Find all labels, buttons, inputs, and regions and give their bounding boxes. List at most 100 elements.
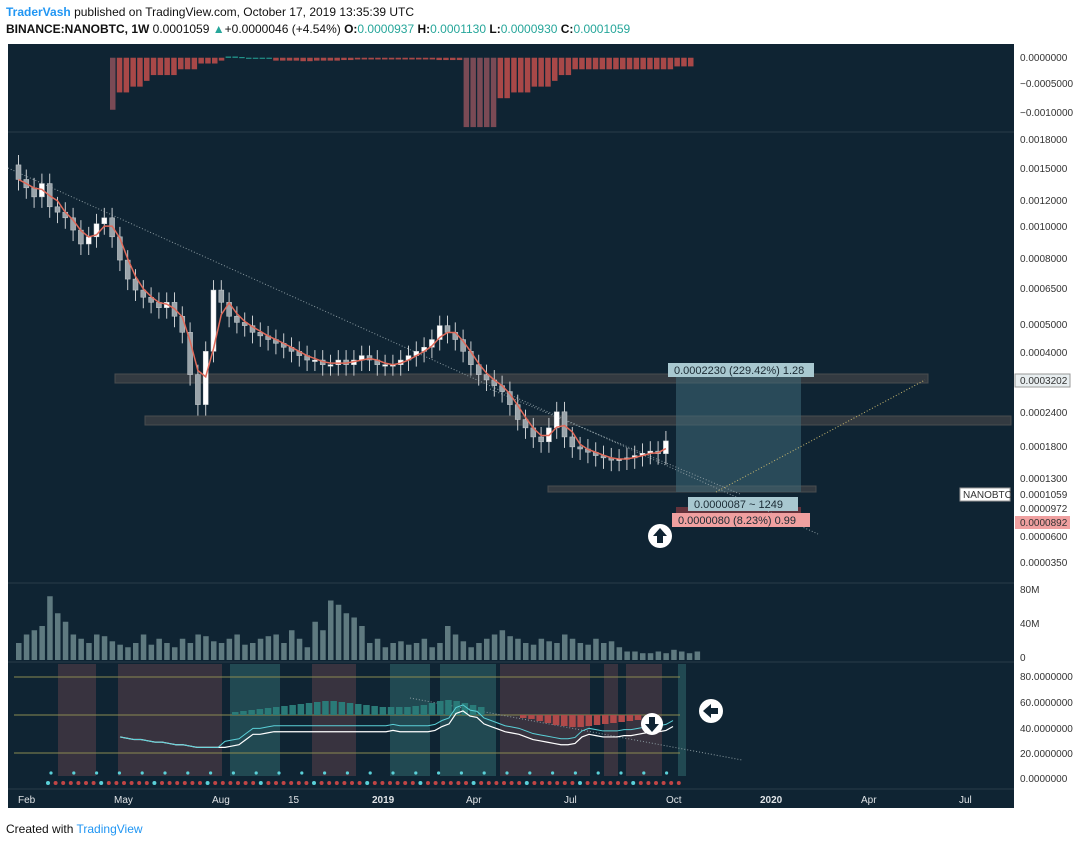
svg-text:0.0000000: 0.0000000 (1020, 774, 1068, 785)
candle-body (444, 325, 451, 333)
candle-body (312, 359, 318, 362)
top-oscillator-bars (110, 56, 694, 128)
osc-hist-bar (420, 705, 428, 715)
osc-trend-line (409, 697, 743, 761)
top-osc-bar (252, 57, 259, 59)
top-osc-bar (674, 57, 680, 67)
stop-label: 0.0000080 (8.23%) 0.99 (678, 515, 796, 527)
top-osc-bar (300, 57, 306, 62)
open-label: O: (344, 22, 358, 36)
candle-body (561, 411, 568, 438)
volume-bar (273, 634, 279, 660)
oscillator-histogram (232, 700, 642, 727)
candle-body (218, 289, 225, 303)
osc-dot (99, 781, 104, 785)
tradingview-logo-text[interactable]: TradingView (76, 822, 143, 836)
osc-dot (471, 781, 476, 785)
svg-text:May: May (114, 795, 133, 806)
top-osc-bar (626, 57, 633, 70)
osc-dot (274, 781, 278, 785)
osc-dot (46, 781, 50, 785)
osc-dot (562, 781, 567, 785)
volume-bar (343, 613, 350, 660)
svg-text:2019: 2019 (372, 795, 395, 806)
top-osc-bar (402, 57, 408, 60)
candle-body (553, 411, 560, 429)
osc-dot (186, 771, 190, 775)
close-label: C: (560, 22, 574, 36)
volume-bar (140, 634, 147, 660)
top-osc-bar (130, 57, 136, 87)
osc-hist-bar (585, 715, 593, 726)
osc-dot (243, 781, 248, 785)
oscillator-bands (58, 664, 686, 776)
top-osc-bar (422, 57, 429, 60)
osc-dot (547, 781, 552, 785)
volume-bar (16, 643, 22, 660)
osc-hist-bar (544, 715, 552, 723)
candle-body (187, 332, 193, 375)
top-osc-bar (327, 57, 334, 61)
top-osc-scale: 0.0000000 −0.0005000 −0.0010000 (1020, 53, 1074, 119)
svg-text:Feb: Feb (18, 795, 36, 806)
osc-dot (342, 781, 347, 785)
osc-hist-bar (330, 701, 337, 715)
volume-bar (538, 638, 545, 660)
volume-bar (148, 644, 155, 660)
volume-bar (382, 647, 389, 660)
osc-dot (129, 781, 134, 785)
svg-text:Apr: Apr (466, 795, 482, 806)
volume-bar (413, 643, 420, 660)
osc-dot (517, 781, 522, 785)
osc-dot (665, 771, 669, 775)
top-osc-bar (477, 57, 483, 128)
osc-dot (368, 771, 372, 775)
top-osc-bar (606, 57, 612, 70)
time-axis: Feb May Aug 15 2019 Apr Jul Oct 2020 Apr… (18, 795, 972, 806)
volume-bar (265, 636, 272, 660)
top-osc-bar (198, 57, 204, 64)
candle-body (140, 289, 147, 298)
top-osc-bar (382, 57, 388, 60)
author-link[interactable]: TraderVash (6, 5, 71, 19)
osc-dot (646, 781, 651, 785)
osc-dot (642, 771, 646, 775)
osc-hist-bar (610, 715, 617, 723)
osc-hist-bar (602, 715, 609, 724)
volume-bar (476, 643, 482, 660)
osc-hist-bar (264, 708, 272, 715)
osc-dot (236, 781, 240, 785)
top-osc-bar (620, 57, 626, 70)
osc-dot (532, 781, 537, 785)
up-arrow-icon: ▲ (212, 22, 225, 36)
osc-dot (433, 781, 438, 785)
volume-bar (608, 641, 615, 660)
top-osc-bar (579, 57, 585, 70)
osc-dot (228, 781, 233, 785)
down-arrow-icon (641, 713, 663, 735)
entry-label: 0.0000087 ~ 1249 (694, 499, 783, 511)
volume-bar (640, 653, 646, 660)
volume-bar (686, 653, 693, 660)
osc-dot (68, 781, 73, 785)
osc-hist-bar (355, 704, 362, 715)
osc-dot (616, 781, 620, 785)
osc-dot (654, 781, 658, 785)
top-osc-bar (388, 57, 395, 60)
volume-bar (632, 651, 638, 660)
candle-body (31, 187, 37, 198)
candle-body (663, 440, 669, 454)
svg-text:0: 0 (1020, 653, 1026, 664)
volume-bar (187, 643, 194, 660)
osc-dot (114, 781, 119, 785)
volume-bar (172, 647, 178, 660)
volume-bar (523, 643, 529, 660)
chart-canvas[interactable]: 0.0002230 (229.42%) 1.28 0.0000087 ~ 124… (0, 44, 1086, 812)
volume-bar (577, 643, 584, 660)
volume-bar (296, 638, 303, 660)
osc-dot (669, 781, 674, 785)
volume-bar (117, 644, 123, 660)
candle-body (436, 325, 443, 340)
volume-bar (406, 644, 412, 660)
osc-dot (205, 781, 210, 785)
